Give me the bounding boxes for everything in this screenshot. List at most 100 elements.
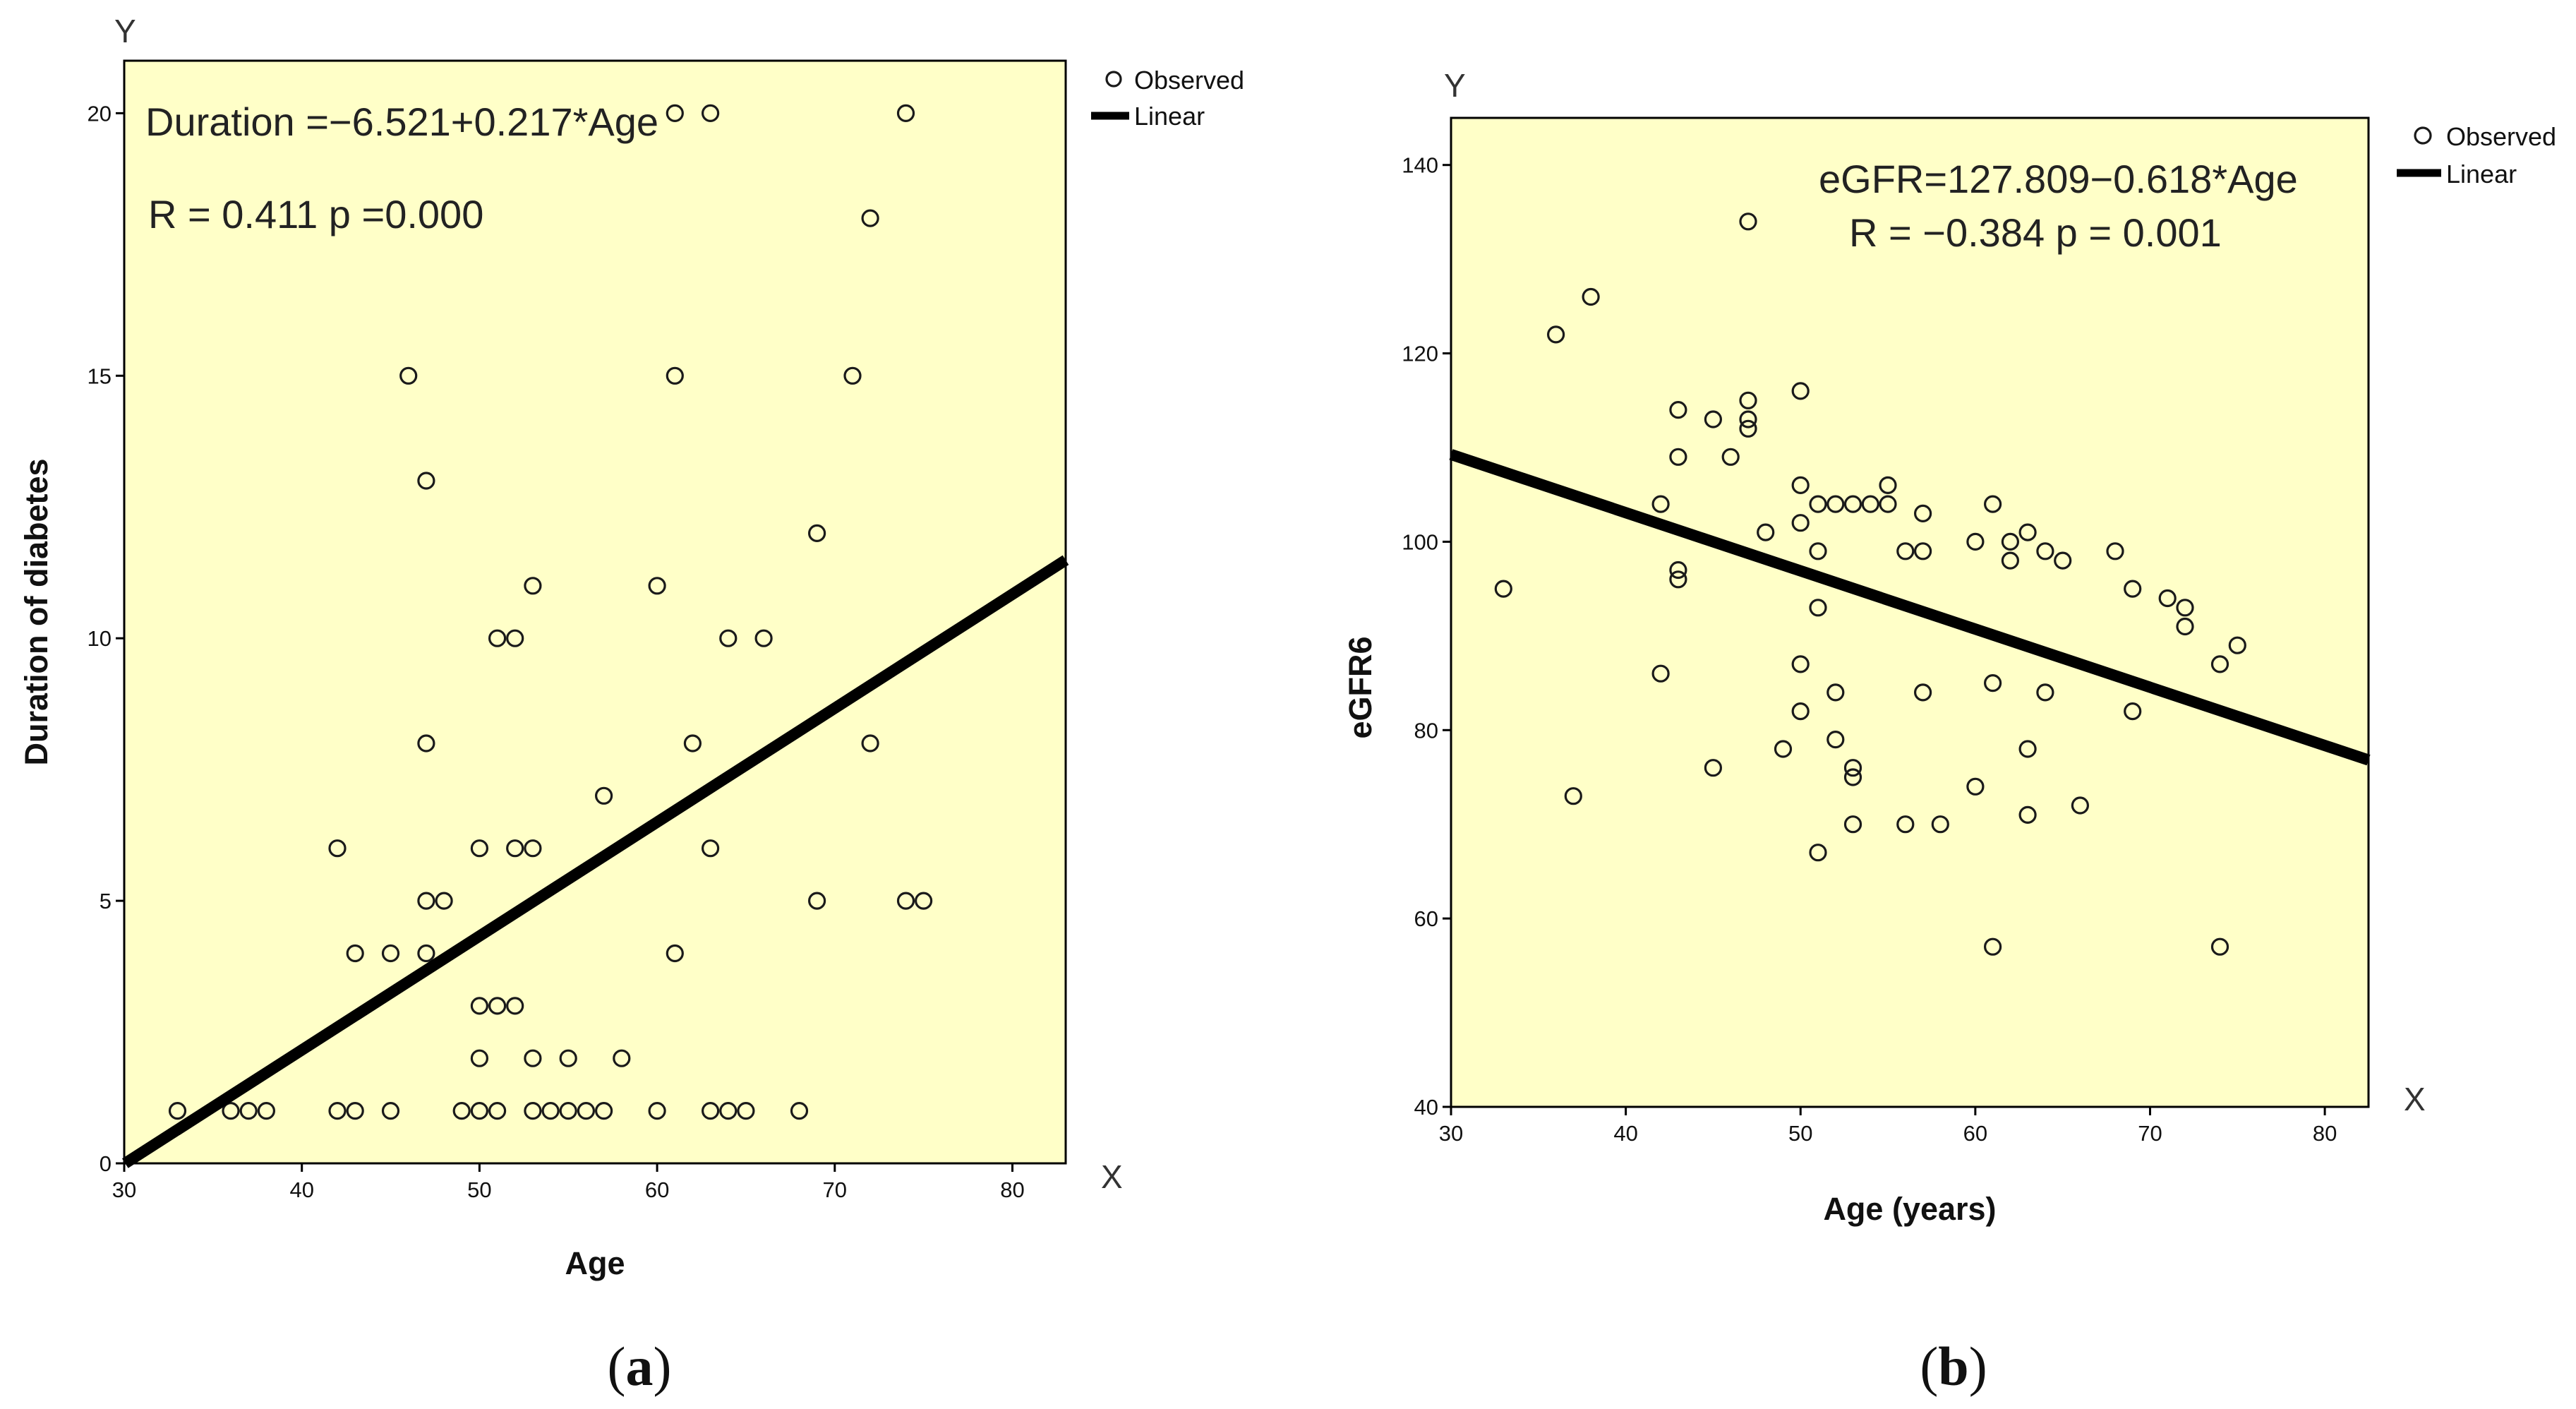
panel-a-data-point [666,104,684,122]
panel-b-data-point [1791,702,1810,721]
panel-b-linear-fit-line [1449,449,2371,766]
panel-b-data-point [2001,551,2019,570]
panel-a-data-point [914,892,933,910]
panel-a-y-tick-label: 20 [88,101,112,126]
panel-a-data-point [807,524,826,543]
panel-b-data-point [1547,325,1565,344]
panel-a-x-tick-label: 40 [289,1177,313,1202]
panel-b-caption-label: (b) [1920,1336,1987,1397]
panel-a-data-point [701,839,720,858]
panel-b-legend: Observed Linear [2397,122,2556,188]
panel-a-legend-observed-marker [1105,71,1122,88]
panel-b-data-point [2036,542,2054,560]
panel-a-data-point [346,944,364,963]
panel-a-data-point [435,892,453,910]
panel-b-data-point [1914,542,1932,560]
panel-b-data-point [2018,523,2037,541]
panel-a-data-point [239,1101,258,1120]
panel-a-data-point [577,1101,596,1120]
panel-a-observed-points [168,104,933,1120]
panel-b-y-tick-label: 40 [1414,1095,1438,1120]
panel-b-data-point [2071,796,2089,815]
panel-b-data-point [1809,542,1827,560]
panel-b-y-tick-label: 120 [1402,342,1438,366]
panel-b-observed-points [1494,212,2246,956]
panel-a-data-point [470,1101,489,1120]
panel-a-data-point [417,944,435,963]
panel-b-data-point [2228,636,2246,654]
panel-a-data-point [594,1101,613,1120]
panel-b-data-point [1879,476,1897,495]
panel-a-data-point [843,366,862,385]
panel-b-data-point [1843,495,1862,513]
panel-a-data-point [381,944,400,963]
panel-b-regression-equation: eGFR=127.809−0.618*Age [1819,157,2298,201]
panel-b-data-point [1704,759,1722,777]
panel-a-data-point [719,1101,738,1120]
panel-a-data-point [594,786,613,805]
panel-b-data-point [1843,815,1862,834]
panel-a-x-tick-label: 30 [112,1177,136,1202]
panel-b-data-point [1564,787,1582,805]
panel-a-data-point [470,839,489,858]
panel-a-data-point [754,629,773,647]
panel-b-legend-observed-marker [2414,126,2432,145]
panel-b-data-point [2001,532,2019,551]
panel-a-x-axis-label: Age [565,1245,625,1281]
panel-a-data-point [506,629,524,647]
panel-a-data-point [506,997,524,1015]
panel-a-data-point [381,1101,400,1120]
panel-a-x-tick-label: 50 [467,1177,491,1202]
panel-a-data-point [524,839,542,858]
panel-b-y-corner-label: Y [1444,67,1466,104]
panel-b-data-point [1739,391,1757,409]
panel-b-data-point [1739,410,1757,428]
panel-b-data-point [1791,476,1810,495]
panel-a-data-point [896,104,915,122]
panel-b-data-point [1931,815,1949,834]
panel-a-data-point [488,997,507,1015]
panel-a-data-point [168,1101,187,1120]
panel-a-data-point [701,104,720,122]
panel-a-data-point [346,1101,364,1120]
panel-a-data-point [737,1101,755,1120]
panel-a-data-point [613,1049,631,1067]
panel-b-x-tick-label: 70 [2138,1121,2162,1146]
panel-b-data-point [1739,212,1757,231]
panel-b-data-point [1669,570,1687,589]
panel-b-x-corner-label: X [2404,1081,2426,1117]
panel-a-caption-letter: a [626,1336,654,1397]
panel-b-correlation-stats: R = −0.384 p = 0.001 [1849,210,2222,255]
panel-b-data-point [1896,815,1915,834]
panel-a-legend: Observed Linear [1091,66,1244,131]
panel-a-correlation-stats: R = 0.411 p =0.000 [148,192,483,236]
panel-b-data-point [2106,542,2124,560]
panel-b-data-point [1984,495,2002,513]
panel-b-data-point [1494,580,1512,598]
panel-a-y-tick-label: 5 [100,889,112,913]
panel-b-data-point [2124,702,2142,721]
panel-b-data-point [1879,495,1897,513]
panel-a-data-point [257,1101,275,1120]
panel-a-data-point [648,577,666,595]
panel-a-data-point [470,997,489,1015]
panel-a-data-point [701,1101,720,1120]
panel-b-data-point [2124,580,2142,598]
panel-a-data-point [222,1101,240,1120]
panel-b-data-point [1774,740,1793,758]
panel-b-data-point [1966,532,1985,551]
panel-a-data-point [524,1049,542,1067]
panel-b-data-point [1843,768,1862,786]
panel-b-data-point [1791,382,1810,400]
panel-b-legend-observed-label: Observed [2446,122,2556,151]
panel-a-legend-observed-label: Observed [1134,66,1244,95]
panel-b-y-tick-label: 60 [1414,906,1438,931]
panel-b-y-tick-label: 100 [1402,529,1438,554]
panel-b-data-point [1984,937,2002,956]
panel-a-data-point [470,1049,489,1067]
panel-a-data-point [719,629,738,647]
panel-a-y-ticks: 0 5 10 15 20 [88,101,124,1176]
panel-b-caption-letter: b [1938,1336,1968,1397]
panel-b-y-tick-label: 140 [1402,153,1438,178]
panel-b-data-point [1809,495,1827,513]
